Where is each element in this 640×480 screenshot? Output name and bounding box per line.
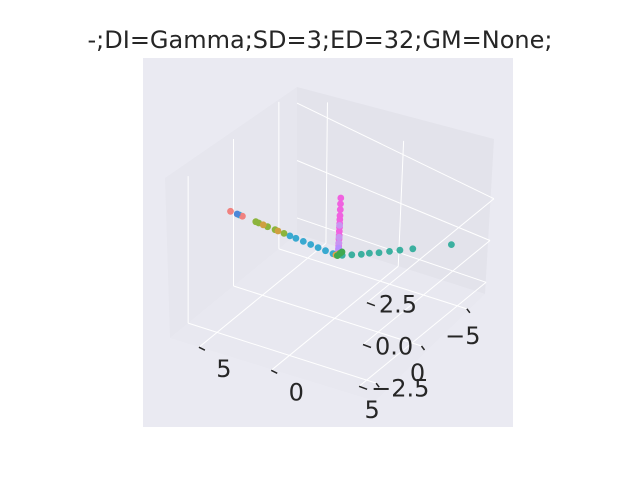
scatter-point — [396, 246, 404, 254]
z-tick-label: 0.0 — [375, 333, 413, 361]
x-tick — [420, 345, 426, 351]
scatter-point — [322, 247, 329, 255]
scatter-point — [337, 200, 344, 208]
scatter-point — [366, 249, 373, 257]
grid-line-z-left — [296, 102, 495, 200]
grid-line-y — [198, 242, 327, 348]
z-tick-label: 2.5 — [379, 291, 417, 319]
scatter-point — [337, 194, 345, 202]
tick-marks — [198, 302, 471, 390]
scatter-point — [336, 206, 344, 214]
scatter-point — [335, 233, 343, 241]
scatter-point — [259, 221, 267, 229]
scatter-point — [386, 248, 393, 255]
scatter-point — [336, 222, 343, 229]
z-tick — [358, 385, 368, 390]
scatter-point — [274, 227, 282, 235]
floor-pane — [170, 234, 485, 401]
grid-line-x — [233, 285, 422, 347]
scatter-point — [335, 239, 343, 247]
grid-line-z-back — [366, 198, 495, 304]
grid-line-x — [278, 248, 468, 310]
scatter-point — [233, 210, 241, 218]
grid-line-y — [270, 265, 399, 371]
scatter-point — [375, 249, 383, 257]
scatter-point — [409, 245, 417, 253]
x-tick-label: −5 — [445, 322, 480, 350]
z-tick — [362, 343, 372, 349]
x-tick-label: 5 — [365, 396, 380, 424]
scatter-point — [286, 232, 294, 240]
grid-line-z-back — [358, 281, 487, 387]
scatter-point — [299, 238, 307, 245]
y-tick-label: 5 — [216, 355, 231, 383]
scatter-point — [292, 234, 300, 242]
z-tick-label: −2.5 — [371, 374, 429, 402]
data-points — [227, 194, 455, 259]
chart-title: -;DI=Gamma;SD=3;ED=32;GM=None; — [88, 26, 553, 54]
scatter-point — [307, 241, 315, 248]
scatter-point — [239, 212, 246, 220]
z-tick — [366, 302, 376, 307]
y-tick-label: 0 — [289, 378, 304, 406]
y-tick — [198, 346, 206, 351]
scatter-point — [280, 230, 288, 237]
grid-line-x — [187, 322, 377, 384]
y-tick — [270, 369, 278, 374]
scatter-point — [334, 252, 341, 259]
scatter-point — [227, 207, 234, 215]
grid-line-z-left — [296, 160, 491, 241]
grid-line-z-back — [362, 240, 491, 345]
x-tick-label: 0 — [410, 359, 425, 387]
x-tick — [375, 382, 380, 388]
scatter-point — [357, 250, 365, 258]
back-pane — [297, 87, 494, 294]
scatter-point — [314, 244, 322, 252]
scatter-point — [448, 241, 455, 249]
scatter-point — [348, 251, 356, 259]
x-tick — [466, 308, 471, 314]
scatter-point — [252, 218, 260, 226]
grid-lines — [187, 101, 495, 387]
